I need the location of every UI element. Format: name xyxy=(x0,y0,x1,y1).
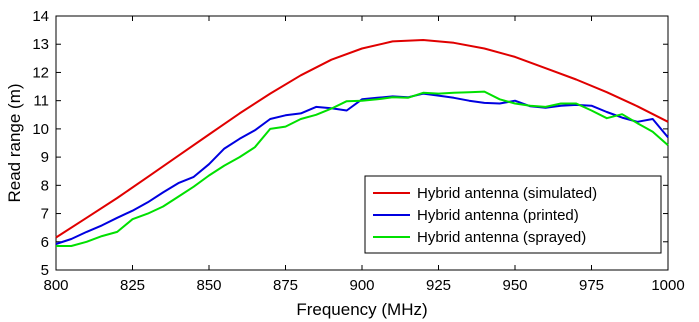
x-tick-label: 975 xyxy=(579,277,604,294)
y-tick-label: 8 xyxy=(41,177,49,194)
x-tick-label: 800 xyxy=(43,277,68,294)
y-tick-label: 7 xyxy=(41,206,49,223)
axis-ticks: 800 825 850 875 900 925 950 975 1000 5 6 7 8 9 10 11 12 1… xyxy=(32,8,684,294)
series-lines xyxy=(55,39,669,247)
x-tick-label: 1000 xyxy=(651,277,684,294)
y-tick-label: 9 xyxy=(41,149,49,166)
x-tick-label: 875 xyxy=(273,277,298,294)
legend: Hybrid antenna (simulated) Hybrid antenna… xyxy=(364,175,662,254)
x-tick-label: 900 xyxy=(349,277,374,294)
series-line-2 xyxy=(55,92,669,245)
series-line-1 xyxy=(55,39,669,239)
y-tick-label: 6 xyxy=(41,234,49,251)
y-tick-label: 10 xyxy=(32,121,49,138)
y-tick-label: 11 xyxy=(33,93,49,110)
x-tick-label: 925 xyxy=(426,277,451,294)
x-axis-label: Frequency (MHz) xyxy=(296,300,427,319)
series-line-3 xyxy=(56,90,669,247)
legend-label: Hybrid antenna (sprayed) xyxy=(417,229,586,246)
legend-label: Hybrid antenna (printed) xyxy=(417,207,579,224)
y-tick-label: 12 xyxy=(32,64,49,81)
legend-box xyxy=(364,175,662,254)
x-tick-label: 850 xyxy=(196,277,221,294)
y-tick-label: 14 xyxy=(32,8,49,25)
y-tick-label: 5 xyxy=(41,262,49,279)
x-tick-label: 825 xyxy=(120,277,145,294)
y-axis-label: Read range (m) xyxy=(5,83,24,202)
y-tick-label: 13 xyxy=(32,36,49,53)
x-tick-label: 950 xyxy=(502,277,527,294)
legend-label: Hybrid antenna (simulated) xyxy=(417,185,597,202)
